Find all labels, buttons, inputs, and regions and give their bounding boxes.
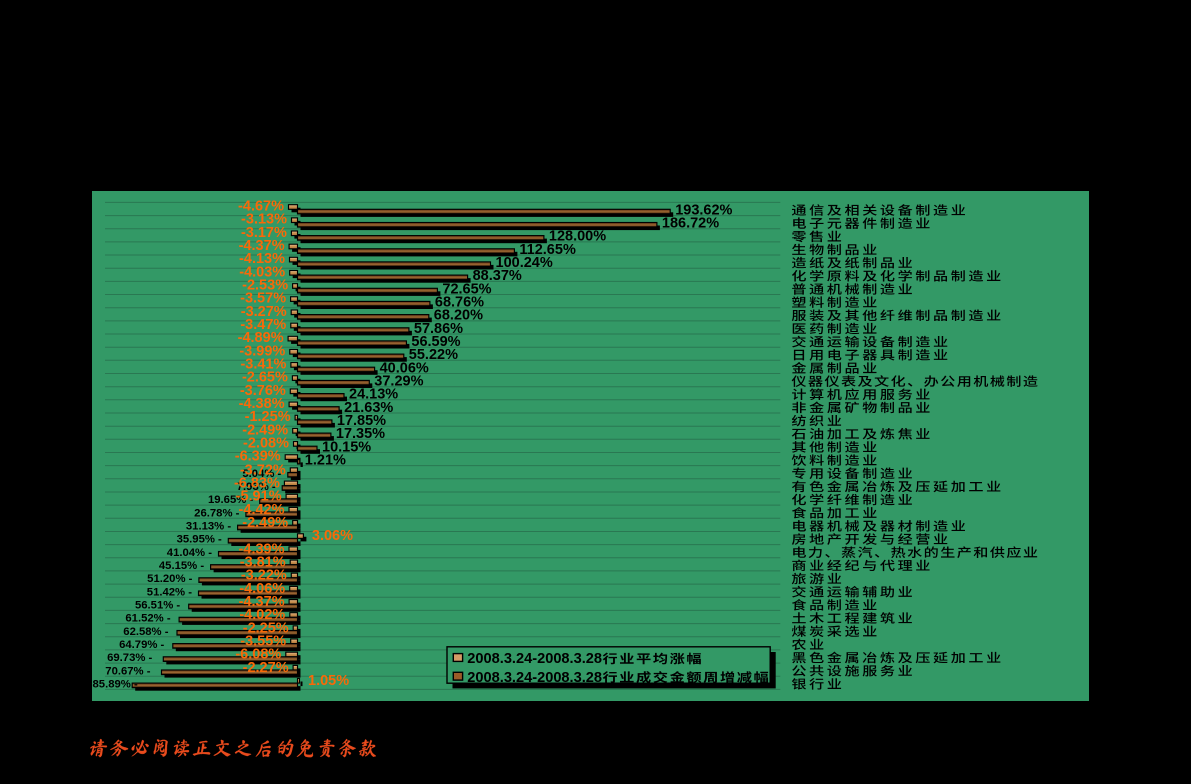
svg-text:69.73% -: 69.73% -: [107, 652, 152, 664]
svg-text:-6.08%: -6.08%: [235, 647, 281, 663]
svg-text:-4.38%: -4.38%: [239, 396, 285, 412]
svg-text:-3.47%: -3.47%: [240, 317, 286, 333]
svg-text:-4.39%: -4.39%: [239, 541, 285, 557]
svg-text:41.04% -: 41.04% -: [167, 547, 212, 559]
svg-text:-2.65%: -2.65%: [242, 370, 288, 386]
svg-text:-2.53%: -2.53%: [242, 278, 288, 294]
svg-text:-3.41%: -3.41%: [240, 356, 286, 372]
svg-text:-4.37%: -4.37%: [239, 594, 285, 610]
svg-text:1.05%: 1.05%: [308, 673, 349, 689]
svg-text:21.63%: 21.63%: [344, 400, 393, 416]
svg-text:-2.25%: -2.25%: [243, 620, 289, 636]
svg-text:-4.89%: -4.89%: [238, 330, 284, 346]
svg-text:17.35%: 17.35%: [336, 426, 385, 442]
svg-text:-4.02%: -4.02%: [239, 607, 285, 623]
svg-text:45.15% -: 45.15% -: [159, 560, 204, 572]
svg-text:70.67% -: 70.67% -: [105, 665, 150, 677]
svg-text:85.89% -: 85.89% -: [93, 678, 138, 690]
svg-text:19.65% -: 19.65% -: [208, 494, 253, 506]
svg-text:2008.3.24-2008.3.28: 2008.3.24-2008.3.28: [467, 670, 602, 686]
svg-text:17.85%: 17.85%: [337, 413, 386, 429]
svg-text:62.58% -: 62.58% -: [123, 626, 168, 638]
svg-text:-4.67%: -4.67%: [238, 199, 284, 215]
svg-text:-6.39%: -6.39%: [235, 449, 281, 465]
svg-text:-3.27%: -3.27%: [241, 304, 287, 320]
svg-text:-3.81%: -3.81%: [240, 555, 286, 571]
svg-text:-2.49%: -2.49%: [242, 515, 288, 531]
svg-text:51.42% -: 51.42% -: [147, 586, 192, 598]
svg-text:5.04% -: 5.04% -: [242, 468, 281, 480]
svg-text:-3.72%: -3.72%: [240, 462, 286, 478]
svg-text:40.06%: 40.06%: [380, 360, 429, 376]
svg-text:112.65%: 112.65%: [519, 242, 576, 258]
svg-text:-4.03%: -4.03%: [239, 264, 285, 280]
svg-text:-5.91%: -5.91%: [236, 489, 282, 505]
svg-text:88.37%: 88.37%: [473, 268, 522, 284]
svg-text:-2.27%: -2.27%: [243, 660, 289, 676]
svg-text:128.00%: 128.00%: [549, 229, 606, 245]
svg-text:10.15%: 10.15%: [322, 439, 371, 455]
svg-text:57.86%: 57.86%: [414, 321, 463, 337]
svg-text:-3.76%: -3.76%: [240, 383, 286, 399]
svg-text:68.76%: 68.76%: [435, 295, 484, 311]
svg-text:-4.06%: -4.06%: [239, 581, 285, 597]
svg-text:-3.55%: -3.55%: [240, 633, 286, 649]
svg-text:31.13% -: 31.13% -: [186, 521, 231, 533]
svg-text:-2.08%: -2.08%: [243, 435, 289, 451]
svg-text:-4.42%: -4.42%: [239, 502, 285, 518]
svg-text:-3.57%: -3.57%: [240, 291, 286, 307]
svg-text:-1.25%: -1.25%: [245, 409, 291, 425]
svg-text:35.95% -: 35.95% -: [177, 534, 222, 546]
svg-text:3.06%: 3.06%: [312, 528, 353, 544]
svg-text:26.78% -: 26.78% -: [194, 507, 239, 519]
svg-text:100.24%: 100.24%: [496, 255, 553, 271]
svg-text:55.22%: 55.22%: [409, 347, 458, 363]
svg-text:-4.37%: -4.37%: [239, 238, 285, 254]
svg-text:7.93% -: 7.93% -: [237, 481, 276, 493]
svg-text:-4.13%: -4.13%: [239, 251, 285, 267]
svg-text:186.72%: 186.72%: [662, 216, 719, 232]
svg-text:-3.99%: -3.99%: [239, 343, 285, 359]
svg-text:-2.49%: -2.49%: [242, 422, 288, 438]
svg-text:-3.17%: -3.17%: [241, 225, 287, 241]
svg-text:2008.3.24-2008.3.28: 2008.3.24-2008.3.28: [467, 651, 602, 667]
svg-text:-6.83%: -6.83%: [234, 476, 280, 492]
svg-text:72.65%: 72.65%: [442, 281, 491, 297]
svg-text:193.62%: 193.62%: [675, 202, 732, 218]
svg-text:37.29%: 37.29%: [374, 374, 423, 390]
svg-text:68.20%: 68.20%: [434, 308, 483, 324]
svg-text:1.21%: 1.21%: [305, 453, 346, 469]
svg-text:56.51% -: 56.51% -: [135, 600, 180, 612]
svg-text:-3.22%: -3.22%: [241, 568, 287, 584]
svg-text:56.59%: 56.59%: [411, 334, 460, 350]
svg-text:64.79% -: 64.79% -: [119, 639, 164, 651]
svg-text:61.52% -: 61.52% -: [125, 613, 170, 625]
svg-text:24.13%: 24.13%: [349, 387, 398, 403]
svg-text:51.20% -: 51.20% -: [147, 573, 192, 585]
svg-text:-3.13%: -3.13%: [241, 212, 287, 228]
